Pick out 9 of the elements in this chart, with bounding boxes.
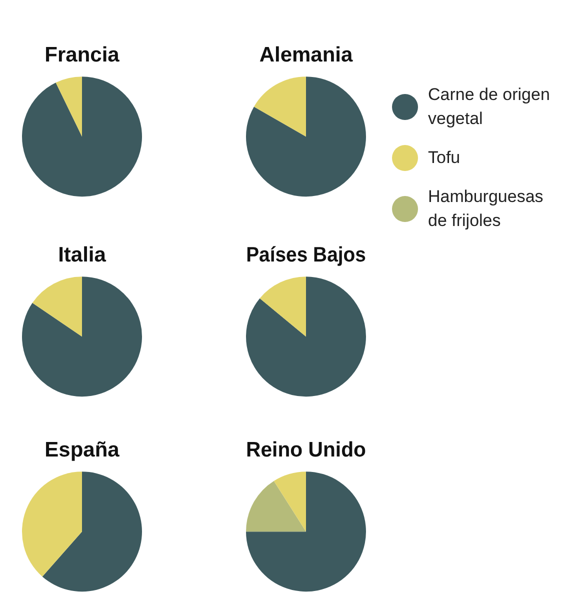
- legend-label: Tofu: [428, 147, 462, 169]
- legend-label: Hamburguesas de frijoles: [428, 186, 544, 232]
- chart-title: Alemania: [259, 43, 354, 66]
- chart-title: Italia: [58, 243, 106, 266]
- chart-title: Francia: [44, 43, 120, 66]
- legend-label: Carne de origen vegetal: [428, 84, 551, 130]
- chart-title: España: [44, 438, 120, 462]
- chart-title: Reino Unido: [246, 438, 366, 462]
- chart-title: Países Bajos: [246, 244, 366, 267]
